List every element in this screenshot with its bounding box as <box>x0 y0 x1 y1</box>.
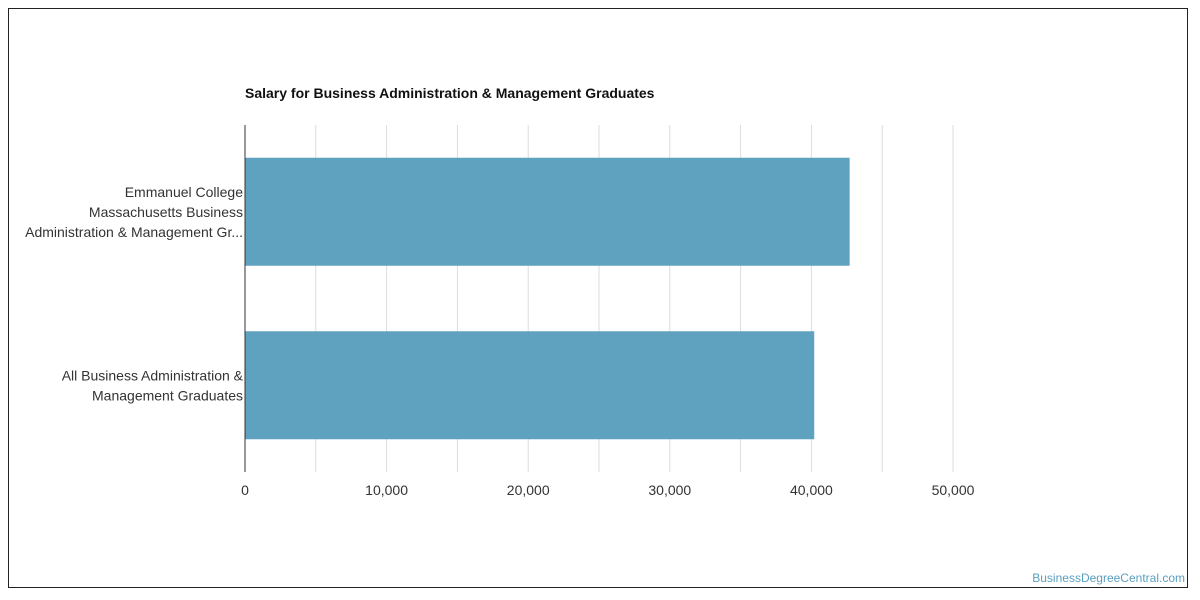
bar <box>245 331 815 440</box>
x-tick-label: 0 <box>241 482 249 498</box>
x-tick-label: 10,000 <box>365 482 408 498</box>
category-label: Massachusetts Business <box>89 204 243 220</box>
x-tick-label: 40,000 <box>790 482 833 498</box>
category-label: Administration & Management Gr... <box>25 224 243 240</box>
x-tick-label: 30,000 <box>648 482 691 498</box>
site-credit[interactable]: BusinessDegreeCentral.com <box>1032 571 1185 585</box>
x-tick-label: 50,000 <box>932 482 975 498</box>
category-label: Emmanuel College <box>125 184 243 200</box>
bar <box>245 157 850 266</box>
x-tick-label: 20,000 <box>507 482 550 498</box>
chart-frame <box>8 8 1188 588</box>
category-label: Management Graduates <box>92 387 243 403</box>
chart-title: Salary for Business Administration & Man… <box>245 85 655 101</box>
category-label: All Business Administration & <box>62 367 244 383</box>
